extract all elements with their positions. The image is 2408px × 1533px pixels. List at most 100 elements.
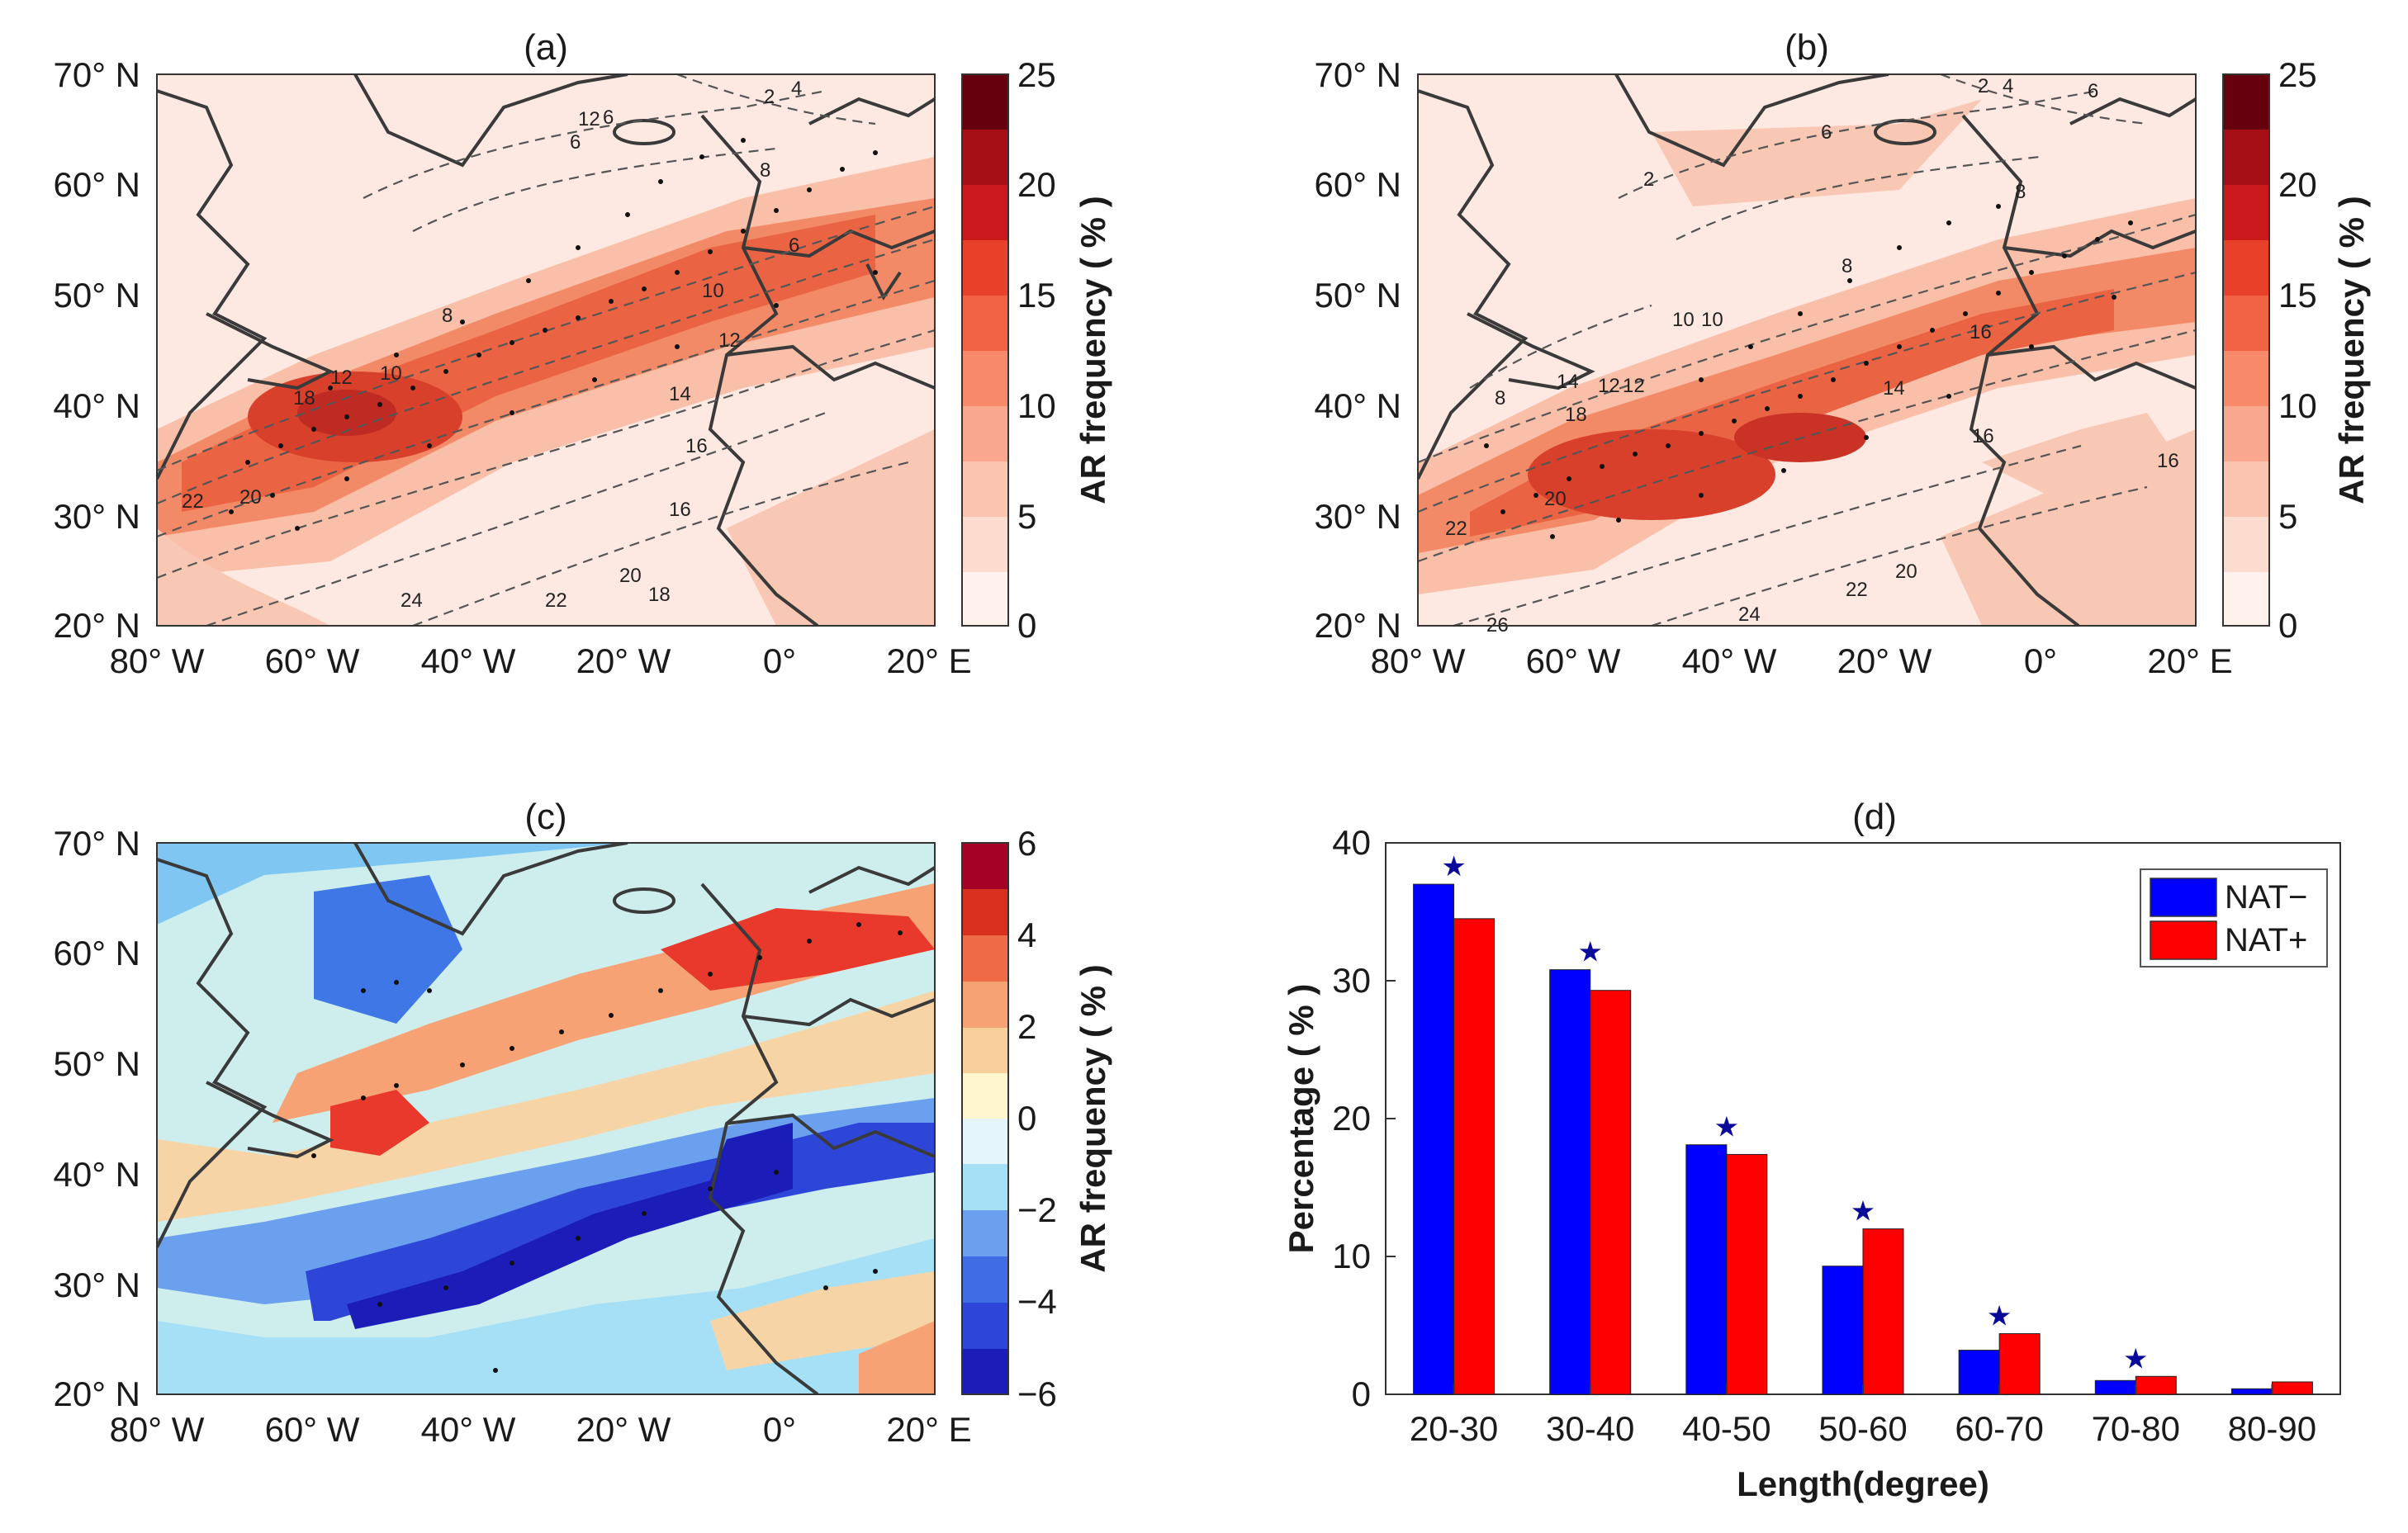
contour-label: 12 <box>718 329 741 352</box>
x-tick-label: 70-80 <box>2092 1409 2180 1448</box>
contour-label: 12 <box>578 108 600 130</box>
legend: NAT− NAT+ <box>2140 868 2328 968</box>
lon-tick: 20° E <box>886 1410 971 1449</box>
contour-label: 8 <box>1495 387 1505 409</box>
panel-a-coastlines <box>157 74 935 626</box>
panel-b-event-dots <box>1484 204 2133 539</box>
contour-label: 6 <box>603 106 614 129</box>
x-tick-label: 40-50 <box>1682 1409 1770 1448</box>
lon-tick: 20° E <box>2147 641 2232 680</box>
contour-label: 6 <box>789 234 799 257</box>
contour-label: 18 <box>1565 404 1587 426</box>
bar-nat-plus-80-90 <box>2271 1381 2313 1395</box>
panel-b-colorbar: 25 20 15 10 5 0 AR frequency ( % ) <box>2222 55 2371 645</box>
panel-a-frame <box>156 73 936 627</box>
lon-tick: 40° W <box>1682 641 1777 680</box>
colorbar-tick: 15 <box>1017 276 1056 315</box>
colorbar-tick: 20 <box>2278 165 2317 204</box>
contour-label: 6 <box>2088 80 2098 102</box>
y-tick-label: 20 <box>1332 1099 1371 1138</box>
panel-c-title: (c) <box>524 797 566 837</box>
contour-label: 10 <box>380 362 402 385</box>
panel-b-lat-ticks: 70° N 60° N 50° N 40° N 30° N 20° N <box>1314 55 1401 645</box>
lat-tick: 50° N <box>1314 276 1401 315</box>
colorbar-tick: 0 <box>1017 606 1036 645</box>
colorbar-tick: 0 <box>2278 606 2297 645</box>
colorbar-tick: −2 <box>1017 1190 1057 1229</box>
x-tick-label: 50-60 <box>1818 1409 1907 1448</box>
colorbar-tick: 10 <box>2278 386 2317 425</box>
lat-tick: 60° N <box>1314 165 1401 204</box>
panel-c-event-dots <box>311 922 903 1373</box>
colorbar-tick: 2 <box>1017 1007 1036 1046</box>
x-tick-label: 30-40 <box>1546 1409 1634 1448</box>
contour-label: 8 <box>760 159 770 182</box>
lon-tick: 40° W <box>421 1410 516 1449</box>
lat-tick: 30° N <box>1314 497 1401 536</box>
x-tick-label: 60-70 <box>1955 1409 2043 1448</box>
contour-label: 12 <box>1623 375 1645 397</box>
x-tick-label: 80-90 <box>2228 1409 2316 1448</box>
lon-tick: 80° W <box>110 1410 205 1449</box>
y-axis-label: Percentage ( % ) <box>1282 984 1320 1254</box>
contour-label: 10 <box>1701 309 1723 331</box>
x-axis-label: Length(degree) <box>1737 1464 1989 1503</box>
lat-tick: 70° N <box>53 55 140 94</box>
colorbar-label: AR frequency ( % ) <box>1074 196 1112 504</box>
contour-label: 22 <box>1846 579 1868 601</box>
panel-c-colorbar: 6 4 2 0 −2 −4 −6 AR frequency ( % ) <box>961 824 1112 1413</box>
colorbar-label: AR frequency ( % ) <box>2332 196 2371 504</box>
panel-d-x-ticks: 20-30 30-40 40-50 50-60 60-70 70-80 80-90 <box>1410 1384 2316 1448</box>
panel-d-bars: ★ ★ ★ ★ ★ ★ <box>1413 851 2313 1395</box>
contour-label: 16 <box>2157 450 2179 472</box>
panel-b-frame <box>1417 73 2197 627</box>
contour-label: 22 <box>545 589 567 612</box>
contour-label: 16 <box>1972 425 1994 447</box>
bar-nat-minus-70-80 <box>2094 1379 2136 1395</box>
x-tick-label: 20-30 <box>1410 1409 1498 1448</box>
contour-label: 6 <box>570 131 581 154</box>
lat-tick: 40° N <box>53 1155 140 1194</box>
panel-a-map: 2 4 6 6 8 12 6 10 12 14 16 18 20 22 24 2… <box>156 73 936 627</box>
contour-label: 20 <box>619 565 642 587</box>
contour-label: 24 <box>1738 603 1761 626</box>
lat-tick: 40° N <box>1314 386 1401 425</box>
lat-tick: 30° N <box>53 1266 140 1304</box>
colorbar-tick: −4 <box>1017 1282 1057 1321</box>
significance-star: ★ <box>1714 1112 1739 1143</box>
contour-label: 14 <box>669 383 691 405</box>
contour-label: 8 <box>1842 255 1852 277</box>
lon-tick: 80° W <box>1371 641 1466 680</box>
lon-tick: 0° <box>763 641 796 680</box>
contour-label: 16 <box>1970 321 1992 343</box>
bar-nat-minus-80-90 <box>2230 1388 2273 1395</box>
legend-swatch-nat-minus <box>2150 878 2217 917</box>
lon-tick: 40° W <box>421 641 516 680</box>
lon-tick: 20° E <box>886 641 971 680</box>
contour-label: 8 <box>442 305 453 327</box>
contour-label: 12 <box>1598 375 1620 397</box>
lon-tick: 0° <box>2024 641 2057 680</box>
lat-tick: 70° N <box>1314 55 1401 94</box>
colorbar-tick: −6 <box>1017 1374 1057 1413</box>
contour-label: 10 <box>702 280 724 302</box>
contour-label: 20 <box>1895 561 1917 583</box>
lat-tick: 20° N <box>53 606 140 645</box>
panel-c-lon-ticks: 80° W 60° W 40° W 20° W 0° 20° E <box>110 1410 972 1449</box>
bar-nat-plus-40-50 <box>1726 1153 1768 1395</box>
y-tick-label: 40 <box>1332 823 1371 862</box>
lat-tick: 20° N <box>53 1374 140 1413</box>
contour-label: 2 <box>1643 168 1654 191</box>
contour-label: 10 <box>1672 309 1695 331</box>
contour-label: 20 <box>1544 488 1567 510</box>
significance-star: ★ <box>1851 1196 1875 1228</box>
y-tick-label: 30 <box>1332 961 1371 1000</box>
colorbar-tick: 20 <box>1017 165 1056 204</box>
lon-tick: 20° W <box>576 1410 671 1449</box>
lat-tick: 40° N <box>53 386 140 425</box>
contour-label: 18 <box>293 387 315 409</box>
contour-label: 24 <box>401 589 423 612</box>
lon-tick: 60° W <box>265 641 360 680</box>
colorbar-tick: 10 <box>1017 386 1056 425</box>
